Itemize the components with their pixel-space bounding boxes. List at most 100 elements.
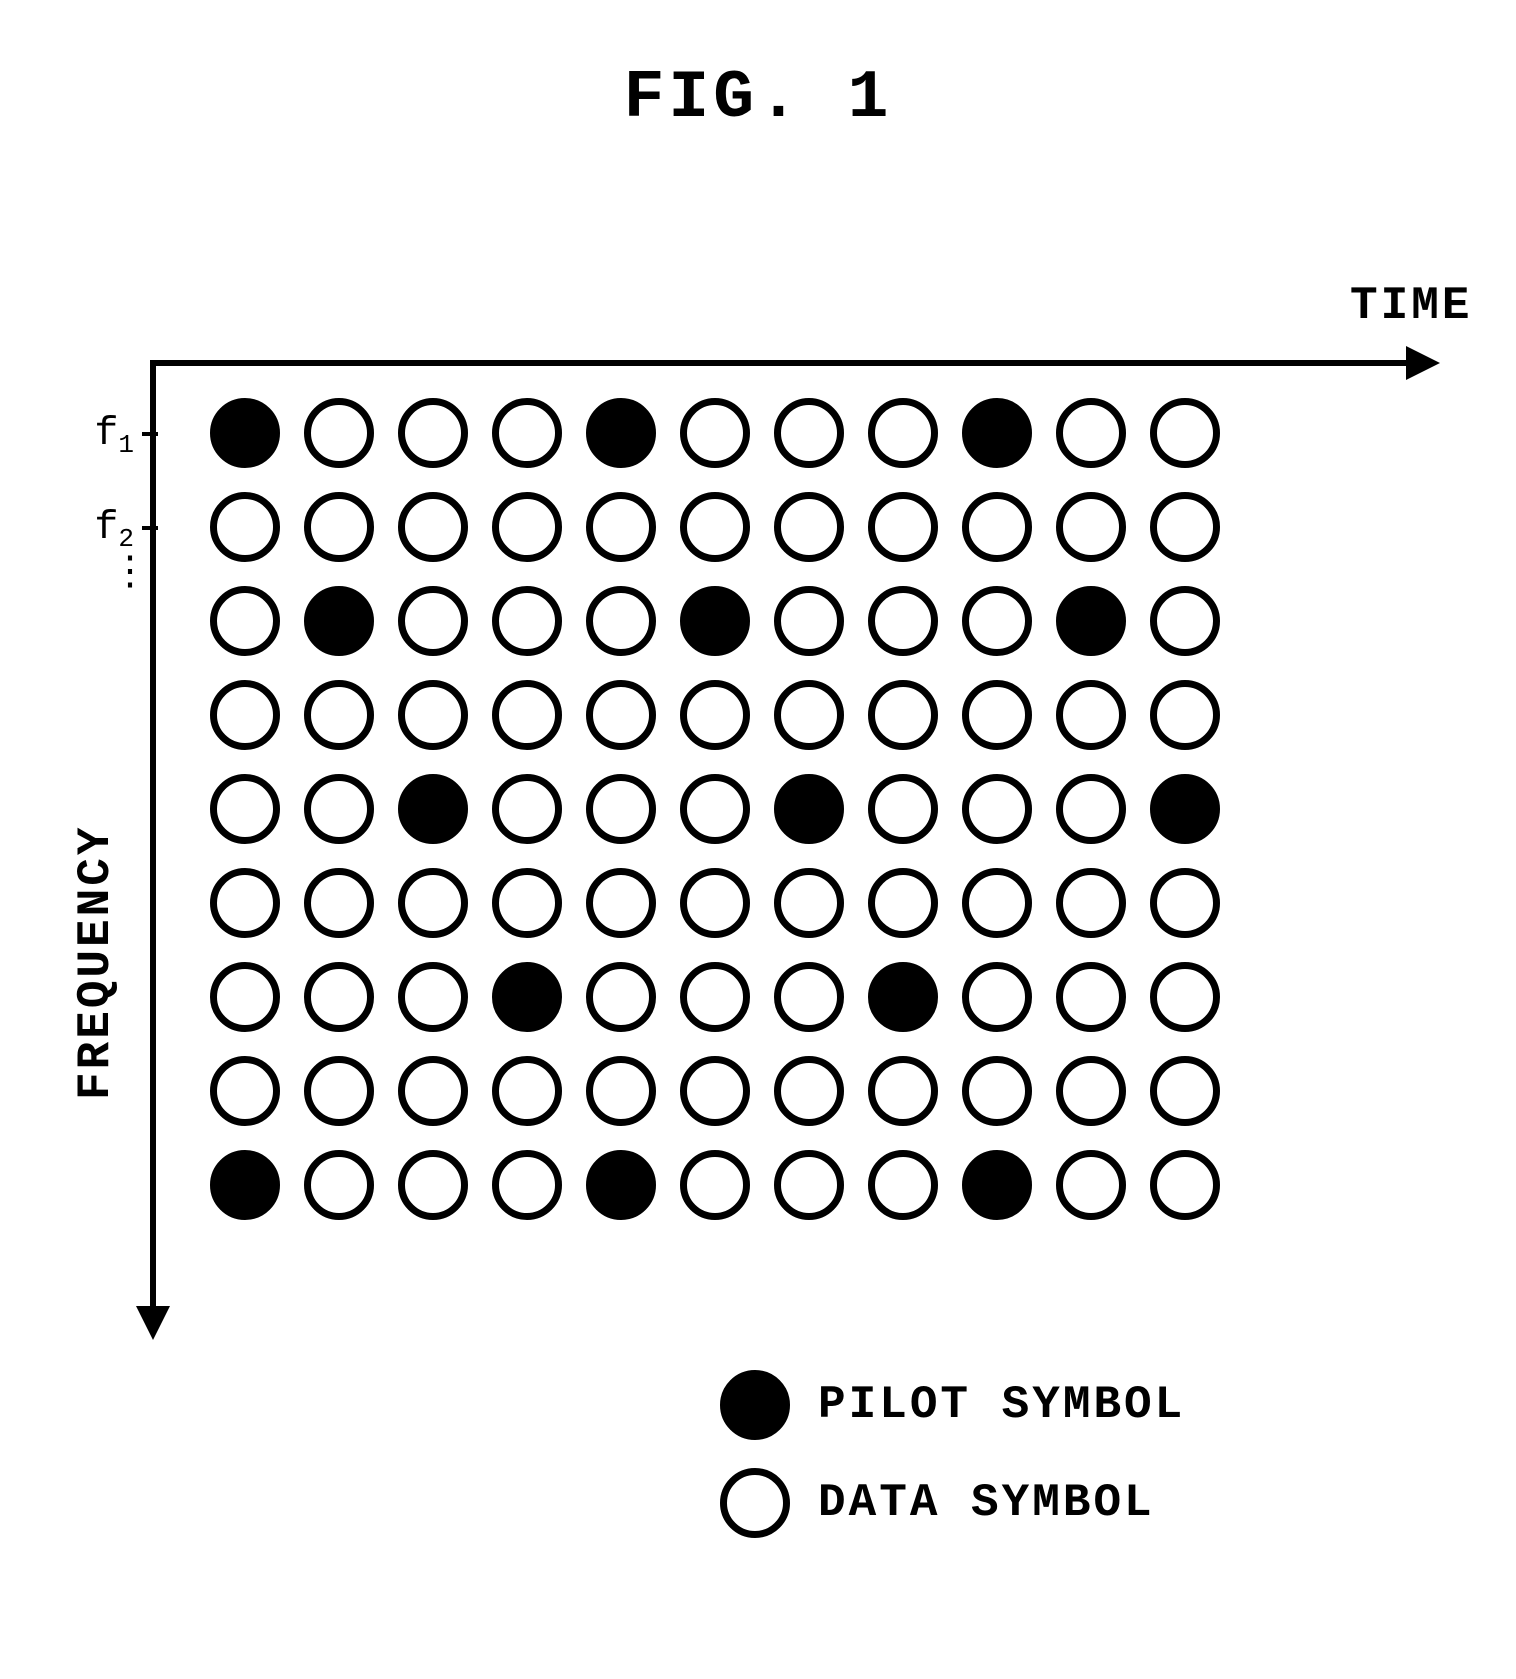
legend-item: DATA SYMBOL	[720, 1468, 1185, 1538]
data-symbol	[398, 680, 468, 750]
data-symbol	[492, 492, 562, 562]
data-symbol	[210, 774, 280, 844]
y-tick-mark-2	[142, 526, 158, 530]
data-symbol	[304, 492, 374, 562]
plot-area: f1 f2 ⋮	[150, 360, 1400, 1380]
data-symbol	[1150, 1150, 1220, 1220]
data-symbol	[210, 962, 280, 1032]
data-symbol	[962, 774, 1032, 844]
data-symbol	[774, 962, 844, 1032]
legend-label: PILOT SYMBOL	[818, 1379, 1185, 1431]
pilot-symbol	[1150, 774, 1220, 844]
pilot-symbol	[586, 398, 656, 468]
page: FIG. 1 f1 f2 ⋮ TIME FREQUENCY PILOT SYMB…	[0, 0, 1516, 1679]
data-symbol	[774, 1150, 844, 1220]
y-axis-arrow-icon	[136, 1306, 170, 1340]
pilot-symbol	[492, 962, 562, 1032]
y-axis-label: FREQUENCY	[70, 825, 122, 1100]
data-symbol	[680, 398, 750, 468]
data-symbol	[774, 586, 844, 656]
data-symbol	[586, 774, 656, 844]
data-symbol	[586, 586, 656, 656]
legend-item: PILOT SYMBOL	[720, 1370, 1185, 1440]
data-symbol	[492, 868, 562, 938]
data-symbol	[1056, 868, 1126, 938]
pilot-symbol	[962, 398, 1032, 468]
data-symbol	[1056, 680, 1126, 750]
legend-label: DATA SYMBOL	[818, 1477, 1155, 1529]
data-symbol	[586, 962, 656, 1032]
data-symbol	[680, 868, 750, 938]
data-symbol	[868, 1056, 938, 1126]
data-symbol	[868, 398, 938, 468]
data-symbol	[774, 492, 844, 562]
data-symbol	[492, 586, 562, 656]
data-symbol	[1056, 398, 1126, 468]
data-symbol	[1056, 774, 1126, 844]
data-symbol	[868, 868, 938, 938]
data-symbol	[962, 962, 1032, 1032]
data-symbol	[962, 492, 1032, 562]
pilot-symbol	[962, 1150, 1032, 1220]
data-symbol	[398, 962, 468, 1032]
pilot-symbol-icon	[720, 1370, 790, 1440]
data-symbol	[868, 1150, 938, 1220]
data-symbol	[680, 680, 750, 750]
data-symbol	[1150, 586, 1220, 656]
data-symbol	[586, 1056, 656, 1126]
y-tick-vdots-icon: ⋮	[110, 570, 150, 580]
data-symbol	[586, 868, 656, 938]
data-symbol	[962, 1056, 1032, 1126]
data-symbol	[1056, 492, 1126, 562]
data-symbol	[586, 680, 656, 750]
data-symbol	[1150, 680, 1220, 750]
data-symbol	[962, 680, 1032, 750]
y-tick-f: f	[94, 506, 118, 551]
data-symbol	[774, 1056, 844, 1126]
pilot-symbol	[1056, 586, 1126, 656]
data-symbol	[868, 774, 938, 844]
data-symbol	[210, 492, 280, 562]
data-symbol	[492, 1056, 562, 1126]
pilot-symbol	[586, 1150, 656, 1220]
data-symbol	[962, 868, 1032, 938]
data-symbol	[398, 398, 468, 468]
data-symbol	[304, 774, 374, 844]
data-symbol	[492, 1150, 562, 1220]
pilot-symbol	[304, 586, 374, 656]
data-symbol	[304, 868, 374, 938]
data-symbol	[492, 774, 562, 844]
data-symbol	[774, 868, 844, 938]
data-symbol	[1150, 868, 1220, 938]
data-symbol	[1056, 1150, 1126, 1220]
y-tick-sub: 1	[118, 430, 134, 460]
y-axis-line	[150, 360, 156, 1310]
x-axis-label: TIME	[1350, 280, 1472, 332]
data-symbol	[304, 1150, 374, 1220]
data-symbol	[398, 868, 468, 938]
y-tick-mark-1	[142, 432, 158, 436]
data-symbol	[1150, 962, 1220, 1032]
data-symbol	[304, 680, 374, 750]
pilot-symbol	[868, 962, 938, 1032]
data-symbol	[962, 586, 1032, 656]
y-tick-label-2: f2	[84, 506, 134, 551]
data-symbol	[680, 1056, 750, 1126]
data-symbol-icon	[720, 1468, 790, 1538]
data-symbol	[398, 1150, 468, 1220]
data-symbol	[680, 774, 750, 844]
data-symbol	[868, 586, 938, 656]
data-symbol	[868, 492, 938, 562]
data-symbol	[210, 1056, 280, 1126]
y-tick-sub: 2	[118, 524, 134, 554]
pilot-symbol	[398, 774, 468, 844]
data-symbol	[680, 492, 750, 562]
data-symbol	[1150, 1056, 1220, 1126]
data-symbol	[210, 868, 280, 938]
data-symbol	[210, 586, 280, 656]
x-axis-line	[150, 360, 1410, 366]
data-symbol	[680, 962, 750, 1032]
legend: PILOT SYMBOL DATA SYMBOL	[720, 1370, 1185, 1566]
data-symbol	[492, 398, 562, 468]
pilot-symbol	[680, 586, 750, 656]
